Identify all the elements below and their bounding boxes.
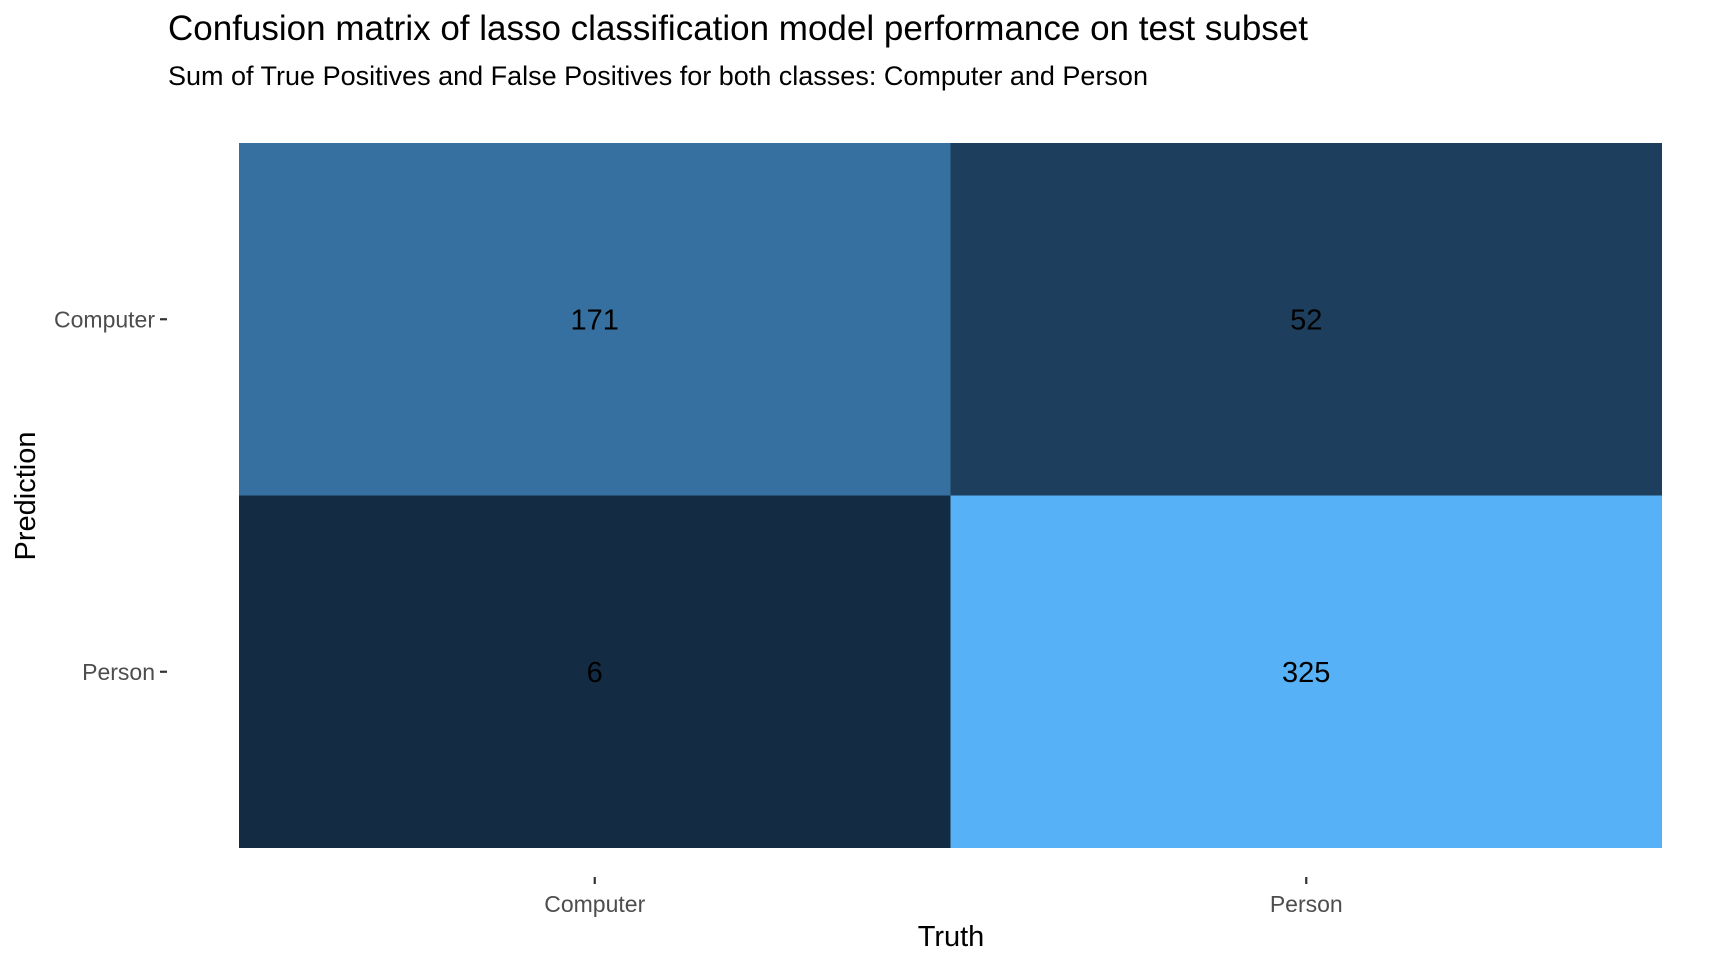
y-tick-label-person: Person [82,659,155,685]
cell-value-labels: 171 52 6 325 [571,304,1331,689]
y-tick-label-computer: Computer [54,306,155,332]
x-tick-label-person: Person [1270,891,1343,917]
chart-subtitle: Sum of True Positives and False Positive… [168,61,1148,91]
cell-pred-person-truth-computer [239,495,951,848]
cell-pred-computer-truth-computer [239,143,951,496]
x-axis: Computer Person [544,877,1343,917]
cell-pred-computer-truth-person [950,143,1662,496]
cell-value-pred-computer-truth-person: 52 [1290,304,1322,336]
y-axis: Computer Person [54,306,167,685]
cell-value-pred-person-truth-person: 325 [1282,657,1330,689]
chart-title: Confusion matrix of lasso classification… [168,9,1308,48]
heatmap-cells [239,143,1662,848]
cell-value-pred-person-truth-computer: 6 [587,657,603,689]
cell-pred-person-truth-person [950,495,1662,848]
x-axis-title: Truth [918,921,985,953]
cell-value-pred-computer-truth-computer: 171 [571,304,619,336]
y-axis-title: Prediction [10,432,42,561]
x-tick-label-computer: Computer [544,891,645,917]
